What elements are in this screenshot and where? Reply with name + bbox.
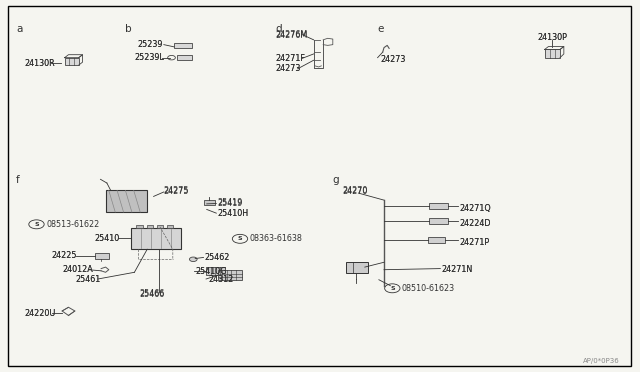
- Bar: [545, 49, 560, 58]
- Text: 24271Q: 24271Q: [460, 204, 492, 213]
- Text: 24275: 24275: [163, 187, 189, 196]
- Bar: [428, 237, 445, 243]
- Text: 25410G: 25410G: [195, 267, 227, 276]
- Bar: [429, 203, 448, 209]
- Bar: [147, 225, 153, 228]
- Text: a: a: [16, 24, 22, 34]
- Text: 24130P: 24130P: [538, 33, 568, 42]
- Text: 24312: 24312: [208, 275, 233, 284]
- Bar: [206, 267, 225, 275]
- Text: 24224D: 24224D: [460, 219, 491, 228]
- Text: 24271Q: 24271Q: [460, 204, 492, 213]
- Text: 25410H: 25410H: [218, 209, 249, 218]
- Text: 24273: 24273: [381, 55, 406, 64]
- Bar: [65, 58, 79, 65]
- Text: 25239L: 25239L: [134, 53, 164, 62]
- Text: 24312: 24312: [208, 275, 233, 284]
- Bar: [218, 270, 242, 280]
- Text: 25239L: 25239L: [134, 53, 164, 62]
- Text: 24273: 24273: [381, 55, 406, 64]
- Text: 25462: 25462: [205, 253, 230, 262]
- Text: 25466: 25466: [140, 290, 164, 299]
- Text: 24273: 24273: [275, 64, 301, 73]
- Bar: [131, 228, 181, 249]
- Text: 25410G: 25410G: [195, 267, 227, 276]
- Text: 08363-61638: 08363-61638: [250, 234, 303, 243]
- Bar: [177, 55, 192, 60]
- Text: 24273: 24273: [275, 64, 301, 73]
- Bar: [204, 200, 215, 205]
- Bar: [95, 253, 109, 259]
- Text: S: S: [237, 236, 243, 241]
- Text: 24275: 24275: [163, 186, 189, 195]
- Text: 25410H: 25410H: [218, 209, 249, 218]
- Text: 24130R: 24130R: [24, 59, 55, 68]
- Circle shape: [189, 257, 197, 262]
- Text: 24130P: 24130P: [538, 33, 568, 42]
- Text: AP/0*0P36: AP/0*0P36: [583, 358, 620, 364]
- Text: d: d: [275, 24, 282, 34]
- Bar: [157, 225, 163, 228]
- Text: 24271N: 24271N: [442, 265, 473, 274]
- Text: 24012A: 24012A: [63, 265, 93, 274]
- Text: 24271P: 24271P: [460, 238, 490, 247]
- Text: 24270: 24270: [342, 187, 368, 196]
- Text: 25419: 25419: [218, 198, 243, 207]
- Text: 24270: 24270: [342, 186, 368, 195]
- Text: g: g: [333, 175, 339, 185]
- Text: 24271N: 24271N: [442, 265, 473, 274]
- Bar: [346, 262, 368, 273]
- Bar: [136, 225, 143, 228]
- Text: 25466: 25466: [140, 289, 164, 298]
- Text: 25461: 25461: [76, 275, 100, 284]
- Text: 24276M: 24276M: [275, 31, 307, 40]
- Text: 24220U: 24220U: [24, 309, 56, 318]
- Text: 24130R: 24130R: [24, 59, 55, 68]
- Text: 24271F: 24271F: [275, 54, 305, 63]
- Text: S: S: [34, 222, 39, 227]
- Bar: [429, 218, 448, 224]
- Text: 25461: 25461: [76, 275, 100, 284]
- Bar: [174, 43, 192, 48]
- Text: 24276M: 24276M: [275, 30, 307, 39]
- Text: 24271P: 24271P: [460, 238, 490, 247]
- Text: f: f: [16, 175, 20, 185]
- Text: 08510-61623: 08510-61623: [402, 284, 455, 293]
- Text: 24225: 24225: [51, 251, 77, 260]
- Text: S: S: [390, 286, 395, 291]
- Text: b: b: [125, 24, 131, 34]
- Text: 25410: 25410: [95, 234, 120, 243]
- Text: 24012A: 24012A: [63, 265, 93, 274]
- Text: 24271F: 24271F: [275, 54, 305, 63]
- Text: e: e: [378, 24, 384, 34]
- Text: 24225: 24225: [51, 251, 77, 260]
- Text: 25462: 25462: [205, 253, 230, 262]
- Bar: [106, 190, 147, 212]
- Text: 25239: 25239: [138, 40, 163, 49]
- Bar: [167, 225, 173, 228]
- Text: 24220U: 24220U: [24, 309, 56, 318]
- Text: 24224D: 24224D: [460, 219, 491, 228]
- Text: 08513-61622: 08513-61622: [46, 220, 99, 229]
- Text: 25410: 25410: [95, 234, 120, 243]
- Text: 25419: 25419: [218, 199, 243, 208]
- Text: 25239: 25239: [138, 40, 163, 49]
